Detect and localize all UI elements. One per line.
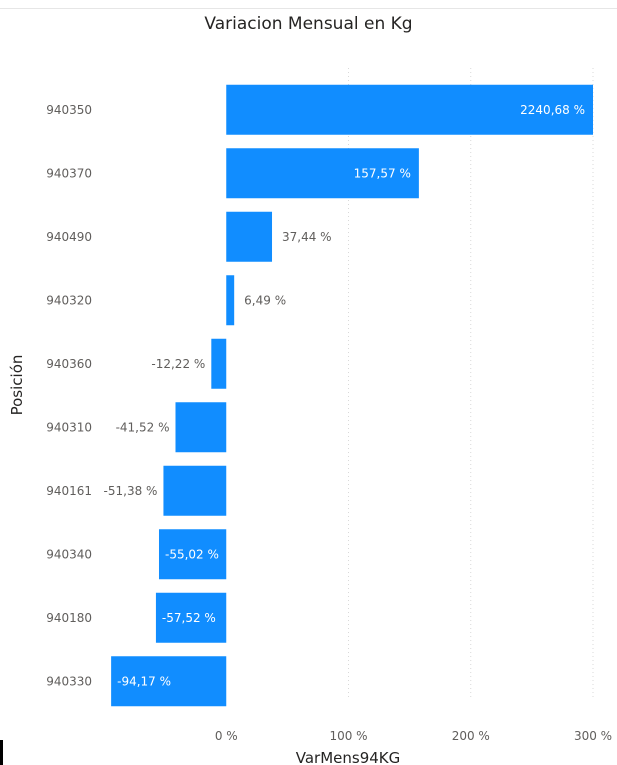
x-tick-label: 300 % — [574, 729, 612, 743]
bar — [226, 84, 593, 135]
bar — [163, 465, 227, 516]
data-label: 157,57 % — [354, 166, 411, 180]
data-label: -94,17 % — [117, 674, 171, 688]
x-tick-label: 0 % — [215, 729, 238, 743]
y-tick-label: 940180 — [46, 611, 92, 625]
data-label: 37,44 % — [282, 230, 332, 244]
labels: 0 % 100 % 200 % 300 % 940350 2240,68 % 940370 1… — [46, 103, 612, 743]
x-axis-title: VarMens94KG — [296, 749, 401, 765]
bar — [226, 211, 273, 262]
data-label: -41,52 % — [116, 420, 170, 434]
bar — [211, 338, 227, 389]
y-tick-label: 940310 — [46, 420, 92, 434]
bar — [111, 656, 227, 707]
y-tick-label: 940340 — [46, 547, 92, 561]
data-label: 2240,68 % — [520, 103, 585, 117]
bar — [158, 529, 227, 580]
y-tick-label: 940360 — [46, 357, 92, 371]
x-tick-label: 200 % — [452, 729, 490, 743]
y-axis-title: Posición — [8, 355, 26, 416]
data-label: -12,22 % — [151, 357, 205, 371]
window-edge — [0, 740, 3, 765]
y-tick-label: 940330 — [46, 674, 92, 688]
x-tick-label: 100 % — [329, 729, 367, 743]
y-tick-label: 940490 — [46, 230, 92, 244]
y-tick-label: 940350 — [46, 103, 92, 117]
y-tick-label: 940320 — [46, 293, 92, 307]
bar — [226, 275, 235, 326]
data-label: -57,52 % — [162, 611, 216, 625]
chart-title: Variacion Mensual en Kg — [204, 14, 413, 34]
data-label: 6,49 % — [244, 293, 286, 307]
bar — [175, 402, 227, 453]
y-tick-label: 940161 — [46, 484, 92, 498]
data-label: -51,38 % — [104, 484, 158, 498]
bar — [226, 148, 419, 199]
bars — [111, 84, 593, 707]
y-tick-label: 940370 — [46, 166, 92, 180]
top-divider — [0, 8, 617, 9]
bar — [155, 592, 227, 643]
gridlines — [348, 68, 594, 700]
data-label: -55,02 % — [165, 547, 219, 561]
